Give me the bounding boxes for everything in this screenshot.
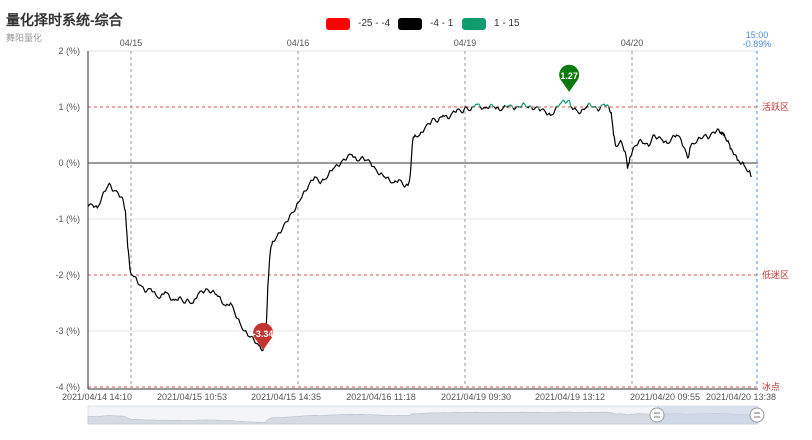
series-segment-high — [472, 103, 481, 108]
series-segment — [512, 106, 518, 111]
x-tick-label: 2021/04/14 14:10 — [62, 392, 132, 402]
series-segment-high — [600, 103, 610, 108]
x-tick-label: 2021/04/16 11:18 — [346, 392, 415, 402]
latest-time-label: 15:00 — [746, 30, 769, 40]
series-segment — [87, 106, 473, 352]
zoom-handle-right[interactable] — [749, 407, 765, 423]
day-label: 04/15 — [120, 38, 143, 48]
zone-labels: 活跃区 低迷区 冰点 — [762, 101, 789, 392]
y-tick-label: -3 (%) — [56, 326, 81, 336]
chart-title: 量化择时系统-综合 — [6, 12, 123, 28]
y-tick-label: 1 (%) — [58, 102, 80, 112]
x-tick-label: 2021/04/15 10:53 — [157, 392, 227, 402]
grid-lines — [88, 50, 758, 332]
zone-lines — [88, 106, 758, 388]
series-segment-high — [516, 105, 519, 108]
min-marker-pin — [253, 322, 274, 351]
x-tick-label: 2021/04/19 09:30 — [441, 392, 511, 402]
series-segment — [596, 106, 602, 112]
legend-label-green: 1 - 15 — [494, 18, 520, 29]
series-segment-high — [518, 106, 521, 108]
zone-label-freeze: 冰点 — [762, 381, 780, 392]
series-segment — [538, 106, 557, 117]
chart-subtitle: 舞阳量化 — [6, 33, 43, 43]
series-segment — [526, 106, 530, 109]
x-tick-label: 2021/04/20 13:38 — [706, 392, 776, 402]
min-marker-label: -3.34 — [253, 329, 274, 339]
legend-label-red: -25 - -4 — [358, 18, 391, 29]
series-segment-high — [508, 104, 514, 109]
y-tick-label: -2 (%) — [56, 270, 81, 280]
zone-label-active: 活跃区 — [762, 101, 789, 112]
x-tick-label: 2021/04/19 13:12 — [535, 392, 605, 402]
series-segment — [570, 104, 589, 115]
y-tick-label: 0 (%) — [58, 158, 80, 168]
latest-value-label: -0.89% — [743, 39, 772, 49]
series-segment-high — [537, 106, 540, 110]
day-label: 04/16 — [287, 38, 310, 48]
y-tick-label: -1 (%) — [56, 214, 81, 224]
legend-label-black: -4 - 1 — [430, 18, 454, 29]
legend-swatch-green — [462, 18, 486, 30]
legend-swatch-red — [326, 18, 350, 30]
zoom-slider[interactable] — [87, 405, 765, 425]
series-segment-high — [587, 102, 593, 108]
max-marker-label: 1.27 — [560, 71, 578, 81]
y-tick-label: 2 (%) — [58, 46, 80, 56]
day-labels: 04/15 04/16 04/19 04/20 — [120, 38, 644, 48]
max-marker[interactable]: 1.27 — [559, 64, 580, 92]
series-segment-high — [595, 106, 598, 110]
min-marker[interactable]: -3.34 — [253, 322, 274, 351]
x-axis-ticks: 2021/04/14 14:10 2021/04/15 10:53 2021/0… — [62, 392, 776, 402]
max-marker-pin — [559, 64, 580, 92]
series-segment — [493, 104, 506, 112]
zoom-window[interactable] — [657, 406, 758, 424]
day-label: 04/20 — [621, 38, 644, 48]
series-segment-high — [529, 105, 533, 109]
zoom-handle-left[interactable] — [649, 407, 665, 423]
series-segment — [479, 105, 491, 110]
series-segment — [592, 106, 594, 108]
y-axis-ticks: 2 (%) 1 (%) 0 (%) -1 (%) -2 (%) -3 (%) -… — [56, 46, 81, 392]
x-tick-label: 2021/04/20 09:55 — [630, 392, 700, 402]
series-segment — [531, 106, 538, 111]
series-segment-high — [489, 103, 495, 108]
series-segment-high — [520, 102, 528, 108]
series-line — [87, 99, 752, 352]
y-tick-label: -4 (%) — [56, 382, 81, 392]
legend: -25 - -4 -4 - 1 1 - 15 — [0, 17, 812, 31]
x-tick-label: 2021/04/15 14:35 — [251, 392, 321, 402]
legend-swatch-black — [398, 18, 422, 30]
day-label: 04/19 — [454, 38, 477, 48]
series-segment — [506, 105, 509, 108]
zone-label-low: 低迷区 — [762, 269, 789, 280]
series-segment — [608, 106, 752, 178]
series-segment-high — [556, 99, 572, 108]
